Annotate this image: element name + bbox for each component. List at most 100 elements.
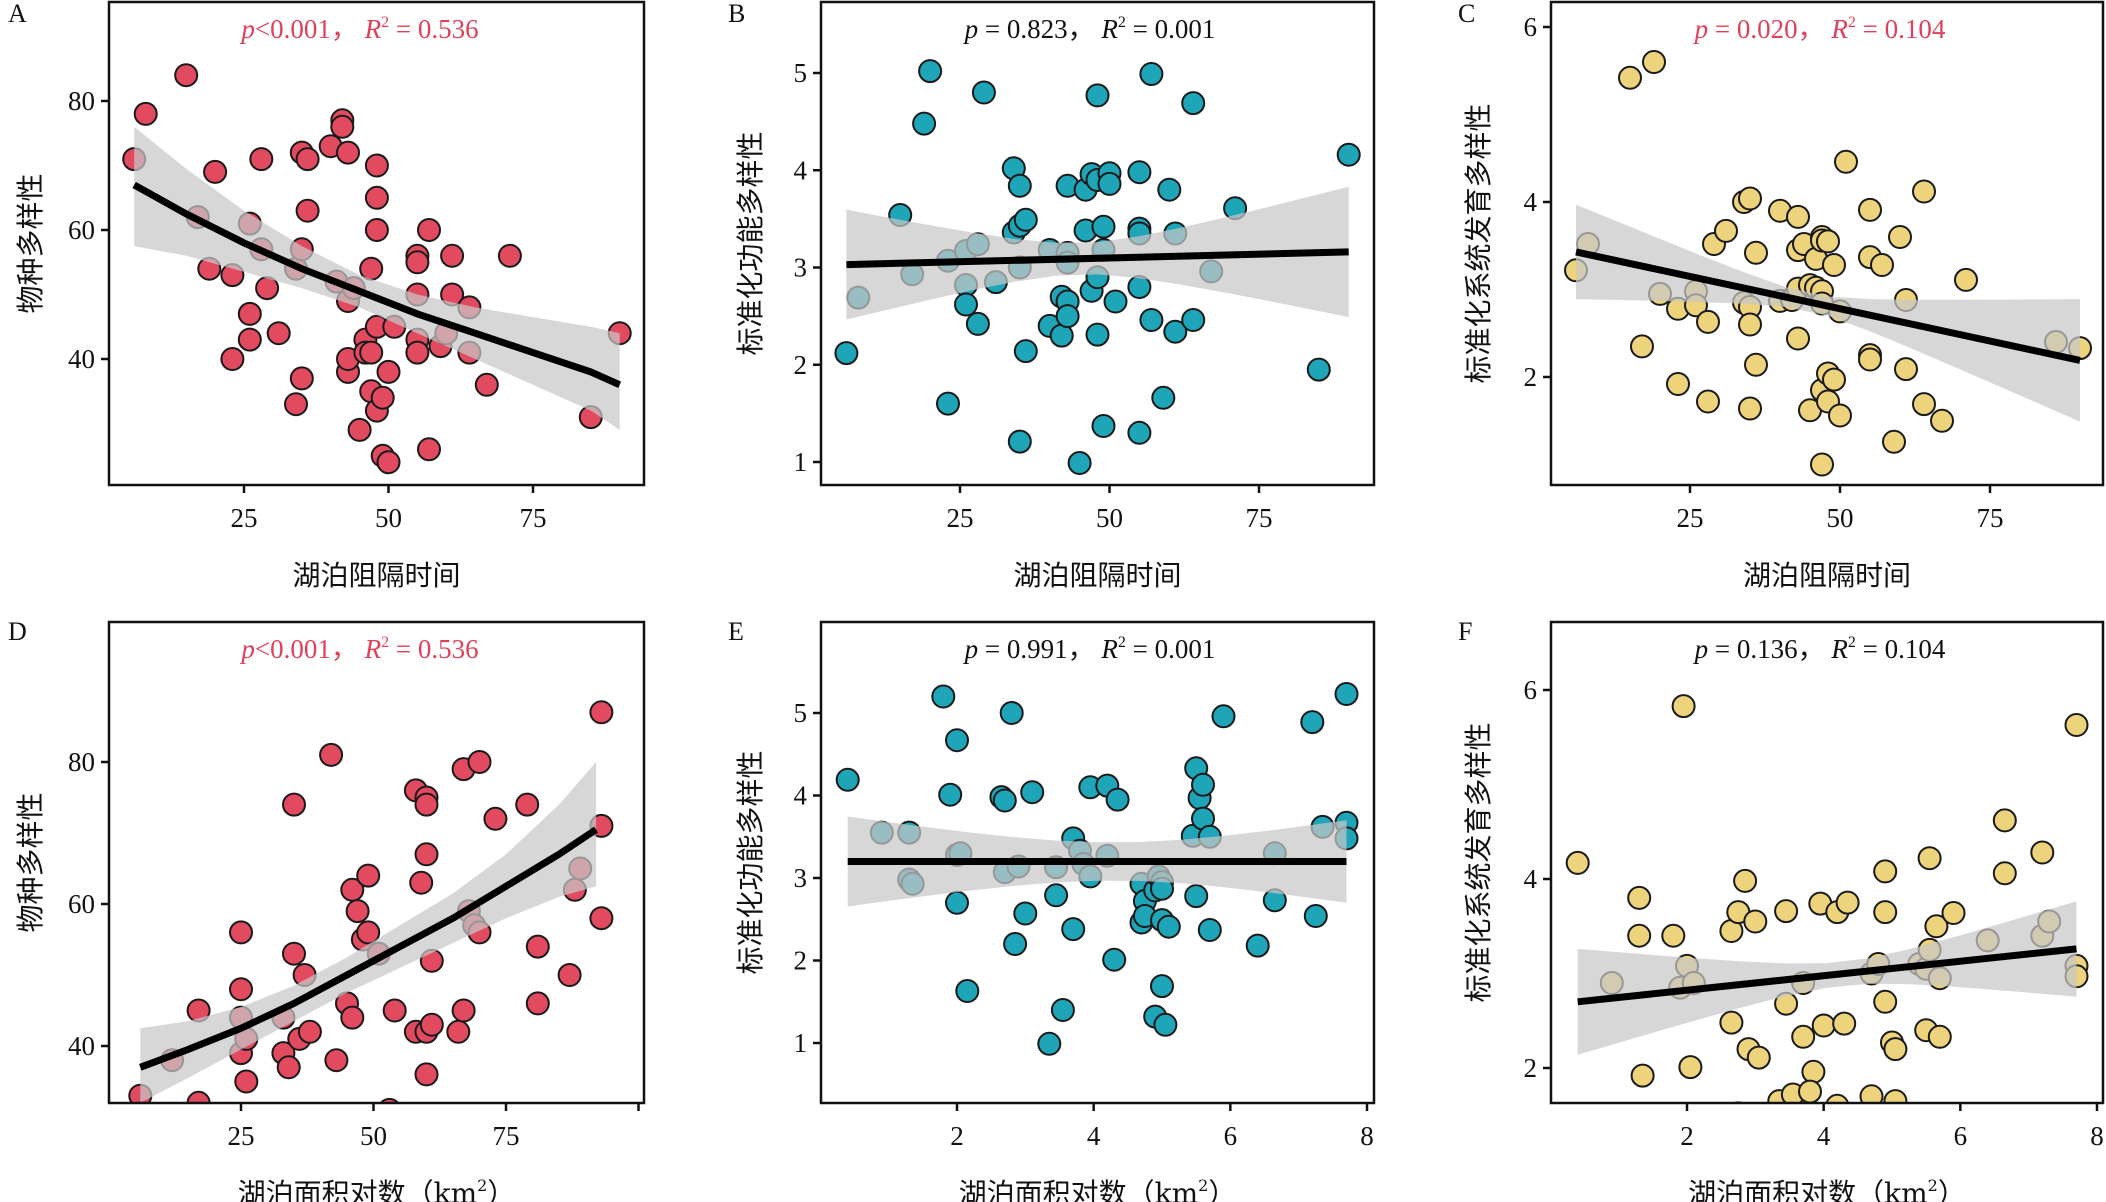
data-point [2064, 713, 2089, 737]
data-point [174, 63, 199, 88]
data-point [1810, 452, 1834, 477]
y-axis-title: 标准化功能多样性 [734, 131, 767, 355]
data-point [1878, 1156, 1900, 1178]
data-point [1139, 308, 1164, 332]
data-point [229, 977, 253, 1002]
x-axis-title: 湖泊阻隔时间 [1013, 559, 1181, 592]
x-tick-label: 25 [228, 1121, 255, 1151]
annotation-r-label: R [1830, 14, 1848, 44]
data-point [945, 890, 969, 915]
x-axis-title-unit: km [1884, 1177, 1928, 1202]
data-point [1666, 372, 1690, 396]
data-point [356, 863, 381, 888]
plot-area [835, 682, 1359, 1056]
plot-frame [819, 0, 1376, 487]
annotation-r-operator: = [389, 14, 418, 44]
annotation-p-operator: < [255, 14, 270, 44]
y-tick-label: 4 [794, 155, 808, 185]
y-tick-label: 2 [1524, 1053, 1538, 1083]
data-point [1786, 326, 1810, 351]
data-point [1924, 914, 1949, 939]
data-point [1811, 1013, 1836, 1038]
data-point [1163, 319, 1188, 344]
annotation-r-label: R [1830, 634, 1848, 664]
x-axis-title: 湖泊面积对数（km2） [238, 1176, 516, 1202]
annotation-r-operator: = [389, 634, 418, 664]
data-point [1334, 682, 1359, 706]
data-point [1061, 917, 1086, 942]
data-point [414, 842, 439, 867]
data-point [1870, 253, 1894, 277]
data-point [1873, 859, 1898, 884]
annotation-p-value: 0.136 [1737, 634, 1798, 664]
plot-area [834, 59, 1361, 475]
data-point [1627, 885, 1652, 910]
annotation-r-value: 0.536 [418, 14, 479, 44]
data-point [955, 979, 980, 1003]
annotation-r-sup: 2 [1848, 634, 1856, 651]
y-tick-label: 2 [794, 946, 808, 976]
data-point [1127, 420, 1152, 445]
y-tick-label: 1 [794, 1028, 808, 1058]
data-point [2030, 840, 2055, 865]
x-axis-title-close: ） [487, 1177, 515, 1202]
data-point [1834, 149, 1858, 174]
x-axis-title: 湖泊阻隔时间 [1743, 559, 1911, 592]
data-point [1127, 160, 1152, 185]
data-point [497, 243, 522, 268]
x-tick-label: 50 [1096, 503, 1123, 533]
annotation-r-operator: = [1126, 634, 1155, 664]
data-point [483, 806, 508, 831]
data-point [1858, 347, 1882, 372]
x-axis-title-sup: 2 [1928, 1176, 1938, 1195]
data-point [266, 321, 291, 346]
data-point [1917, 846, 1942, 871]
x-tick-label: 4 [1087, 1121, 1101, 1151]
data-point [1744, 240, 1768, 265]
data-point [1883, 1037, 1908, 1062]
plot-area [128, 700, 614, 1103]
data-point [1156, 914, 1181, 939]
data-point [1091, 214, 1116, 239]
x-tick-label: 6 [1954, 1121, 1968, 1151]
data-point [557, 963, 582, 987]
x-axis-title-main: 湖泊面积对数（ [1688, 1177, 1884, 1202]
y-tick-label: 5 [794, 698, 808, 728]
y-tick-label: 80 [68, 747, 95, 777]
plot-area [122, 63, 632, 475]
data-point [1696, 389, 1720, 414]
confidence-band [1576, 204, 2080, 422]
annotation-p-value: 0.001 [270, 634, 331, 664]
x-tick-label: 4 [1817, 1121, 1831, 1151]
data-point [525, 991, 550, 1016]
stats-annotation: p<0.001， R2 = 0.536 [239, 634, 478, 664]
annotation-r-sup: 2 [1118, 634, 1126, 651]
y-tick-label: 40 [68, 344, 95, 374]
data-point [1835, 890, 1860, 915]
x-axis-title: 湖泊面积对数（km2） [959, 1176, 1237, 1202]
y-tick-label: 4 [1524, 187, 1538, 217]
data-point [1085, 83, 1110, 108]
annotation-p-operator: = [978, 634, 1007, 664]
data-point [1103, 289, 1128, 314]
data-point [419, 1012, 444, 1037]
data-point [1153, 1012, 1178, 1037]
data-point [1085, 322, 1110, 347]
data-point [237, 301, 262, 326]
data-point [1822, 253, 1846, 277]
data-point [1055, 304, 1080, 329]
data-point [414, 1062, 439, 1087]
annotation-r-sup: 2 [1848, 14, 1856, 31]
x-tick-label: 75 [493, 1121, 520, 1151]
data-point [1191, 772, 1215, 797]
data-point [1798, 1079, 1822, 1103]
data-point [1912, 392, 1936, 417]
data-point [1738, 396, 1762, 421]
data-point [359, 256, 384, 281]
y-axis-title: 物种多样性 [14, 173, 47, 313]
data-point [938, 782, 963, 807]
data-point [1184, 884, 1209, 909]
panel-a: 25 50 75 40 60 80 湖泊阻隔时间 物种多样性 Ap<0.001， R2 = 0.… [8, 0, 646, 592]
data-point [1003, 932, 1028, 956]
